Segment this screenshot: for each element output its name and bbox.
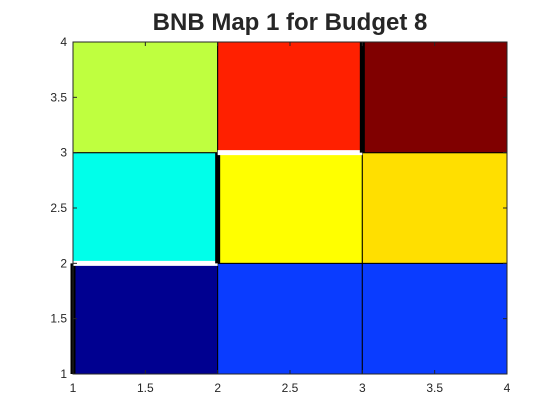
cell-r1c2	[217, 262, 363, 375]
y-tick-label: 4	[60, 35, 67, 49]
x-tick-label: 3	[359, 381, 366, 395]
x-tick-label: 1.5	[137, 381, 154, 395]
ticks-layer: 1 1.5 2 2.5 3 3.5 4 1 1.5 2 2.5 3 3.5 4	[50, 35, 510, 395]
cell-r2c2	[217, 152, 363, 264]
cell-r2c3	[361, 152, 508, 264]
x-tick-label: 2.5	[282, 381, 299, 395]
y-tick-label: 3	[60, 146, 67, 160]
chart-title: BNB Map 1 for Budget 8	[153, 9, 428, 36]
cell-r3c2	[217, 41, 363, 154]
x-tick-label: 2	[214, 381, 221, 395]
y-tick-label: 3.5	[50, 90, 67, 104]
cell-r3c3	[361, 41, 508, 154]
cell-r1c3	[361, 262, 508, 375]
cells-layer	[72, 41, 508, 375]
y-tick-label: 1.5	[50, 312, 67, 326]
cell-r2c1	[72, 152, 219, 264]
x-tick-label: 3.5	[426, 381, 443, 395]
x-tick-label: 4	[504, 381, 511, 395]
y-tick-label: 1	[60, 367, 67, 381]
cell-r3c1	[72, 41, 219, 154]
y-tick-label: 2	[60, 256, 67, 270]
cell-r1c1	[72, 262, 219, 375]
x-tick-label: 1	[70, 381, 77, 395]
y-tick-label: 2.5	[50, 201, 67, 215]
